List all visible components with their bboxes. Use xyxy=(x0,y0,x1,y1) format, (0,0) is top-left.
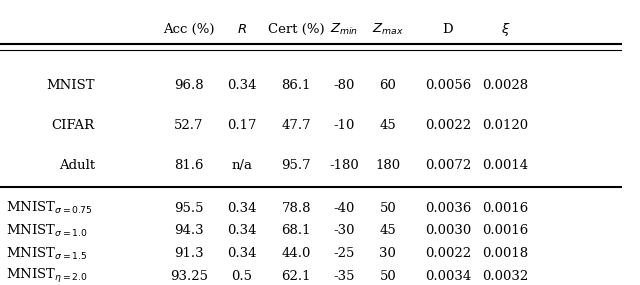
Text: $R$: $R$ xyxy=(237,23,247,36)
Text: 0.0034: 0.0034 xyxy=(425,270,471,283)
Text: -180: -180 xyxy=(330,159,359,172)
Text: 45: 45 xyxy=(380,119,396,132)
Text: 0.0032: 0.0032 xyxy=(483,270,529,283)
Text: 180: 180 xyxy=(375,159,401,172)
Text: 94.3: 94.3 xyxy=(174,224,204,237)
Text: $\xi$: $\xi$ xyxy=(501,21,510,38)
Text: 95.7: 95.7 xyxy=(282,159,311,172)
Text: 62.1: 62.1 xyxy=(282,270,311,283)
Text: CIFAR: CIFAR xyxy=(52,119,95,132)
Text: 0.34: 0.34 xyxy=(227,224,257,237)
Text: 81.6: 81.6 xyxy=(174,159,204,172)
Text: -40: -40 xyxy=(333,201,355,215)
Text: MNIST$_{\sigma=0.75}$: MNIST$_{\sigma=0.75}$ xyxy=(6,200,93,216)
Text: MNIST$_{\sigma=1.0}$: MNIST$_{\sigma=1.0}$ xyxy=(6,223,88,239)
Text: 0.0036: 0.0036 xyxy=(425,201,471,215)
Text: 0.17: 0.17 xyxy=(227,119,257,132)
Text: 91.3: 91.3 xyxy=(174,247,204,260)
Text: -35: -35 xyxy=(333,270,355,283)
Text: 0.0016: 0.0016 xyxy=(483,224,529,237)
Text: 0.0022: 0.0022 xyxy=(425,119,471,132)
Text: -80: -80 xyxy=(333,79,355,92)
Text: 0.0028: 0.0028 xyxy=(483,79,529,92)
Text: 0.0056: 0.0056 xyxy=(425,79,471,92)
Text: 52.7: 52.7 xyxy=(174,119,204,132)
Text: -30: -30 xyxy=(333,224,355,237)
Text: Adult: Adult xyxy=(59,159,95,172)
Text: 0.34: 0.34 xyxy=(227,201,257,215)
Text: Acc (%): Acc (%) xyxy=(163,23,214,36)
Text: 50: 50 xyxy=(380,201,396,215)
Text: 68.1: 68.1 xyxy=(282,224,311,237)
Text: $Z_{min}$: $Z_{min}$ xyxy=(330,23,358,37)
Text: $Z_{max}$: $Z_{max}$ xyxy=(372,23,404,37)
Text: 60: 60 xyxy=(380,79,396,92)
Text: 0.5: 0.5 xyxy=(232,270,252,283)
Text: 0.0072: 0.0072 xyxy=(425,159,471,172)
Text: 47.7: 47.7 xyxy=(282,119,311,132)
Text: 30: 30 xyxy=(380,247,396,260)
Text: 0.0120: 0.0120 xyxy=(483,119,529,132)
Text: 0.0018: 0.0018 xyxy=(483,247,529,260)
Text: -10: -10 xyxy=(333,119,355,132)
Text: 0.0030: 0.0030 xyxy=(425,224,471,237)
Text: 86.1: 86.1 xyxy=(282,79,311,92)
Text: 78.8: 78.8 xyxy=(282,201,311,215)
Text: 0.0022: 0.0022 xyxy=(425,247,471,260)
Text: 95.5: 95.5 xyxy=(174,201,204,215)
Text: 0.34: 0.34 xyxy=(227,79,257,92)
Text: MNIST: MNIST xyxy=(46,79,95,92)
Text: Cert (%): Cert (%) xyxy=(268,23,324,36)
Text: MNIST$_{\eta=2.0}$: MNIST$_{\eta=2.0}$ xyxy=(6,267,88,285)
Text: 96.8: 96.8 xyxy=(174,79,204,92)
Text: 0.34: 0.34 xyxy=(227,247,257,260)
Text: -25: -25 xyxy=(333,247,355,260)
Text: n/a: n/a xyxy=(232,159,252,172)
Text: 93.25: 93.25 xyxy=(170,270,208,283)
Text: 44.0: 44.0 xyxy=(282,247,311,260)
Text: 50: 50 xyxy=(380,270,396,283)
Text: MNIST$_{\sigma=1.5}$: MNIST$_{\sigma=1.5}$ xyxy=(6,246,88,262)
Text: 0.0014: 0.0014 xyxy=(483,159,529,172)
Text: 45: 45 xyxy=(380,224,396,237)
Text: D: D xyxy=(443,23,453,36)
Text: 0.0016: 0.0016 xyxy=(483,201,529,215)
